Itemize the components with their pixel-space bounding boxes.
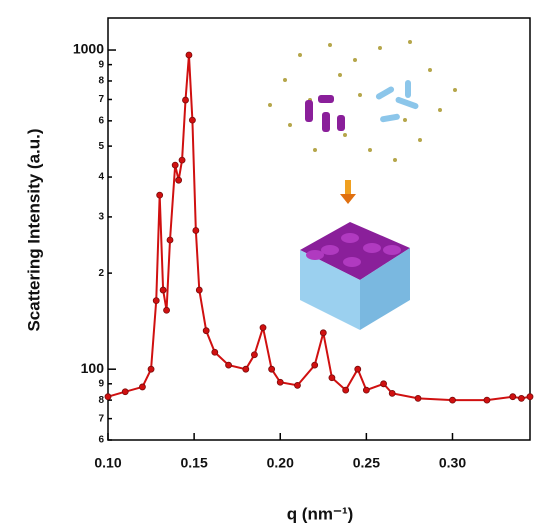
plot-frame [107, 17, 531, 441]
x-tick-label: 0.25 [353, 455, 380, 471]
data-point [449, 396, 456, 404]
data-point [159, 286, 167, 294]
data-point [276, 378, 284, 386]
data-point [166, 236, 174, 244]
data-point [294, 381, 301, 389]
data-point [211, 348, 219, 356]
y-minor-tick-label: 9 [98, 59, 104, 70]
y-minor-tick-label: 7 [98, 94, 104, 105]
y-minor-tick-label: 5 [98, 141, 104, 152]
data-point [483, 396, 491, 404]
data-point [225, 361, 232, 369]
y-tick-label: 1000 [73, 41, 104, 57]
x-tick-label: 0.10 [94, 455, 121, 471]
y-minor-tick-label: 3 [98, 212, 104, 223]
y-minor-tick-label: 6 [98, 115, 104, 126]
y-minor-tick-label: 2 [98, 268, 104, 279]
data-point [342, 386, 350, 394]
data-point [268, 365, 276, 373]
data-point [242, 365, 250, 373]
data-point [319, 329, 327, 337]
data-point [121, 388, 129, 396]
x-tick-label: 0.15 [180, 455, 207, 471]
x-axis-label: q (nm⁻¹) [287, 504, 354, 523]
y-minor-tick-label: 9 [98, 378, 104, 389]
data-point [192, 227, 200, 234]
y-minor-tick-label: 8 [98, 395, 104, 406]
data-point [328, 374, 336, 382]
data-point [152, 297, 160, 305]
y-minor-tick-label: 7 [98, 413, 104, 424]
data-point [188, 116, 196, 124]
data-point [251, 351, 258, 359]
data-point [139, 383, 146, 391]
y-minor-tick-label: 4 [98, 172, 104, 183]
data-point [202, 327, 210, 335]
x-tick-label: 0.20 [267, 455, 294, 471]
data-point [156, 191, 164, 199]
data-point [259, 324, 267, 331]
inset-illustration [268, 40, 457, 330]
data-point [517, 395, 525, 402]
y-minor-tick-label: 8 [98, 76, 104, 87]
data-point [178, 156, 186, 164]
data-point [195, 286, 203, 294]
y-tick-label: 100 [81, 360, 105, 376]
data-point [362, 386, 370, 394]
data-point [380, 380, 387, 388]
data-point [171, 161, 179, 169]
data-point [354, 365, 362, 373]
data-point [104, 393, 112, 401]
data-point [163, 306, 170, 314]
data-point [175, 176, 183, 184]
data-point [388, 389, 396, 397]
data-point [526, 393, 534, 401]
y-axis-label: Scattering Intensity (a.u.) [24, 128, 43, 331]
x-tick-label: 0.30 [439, 455, 466, 471]
data-point [509, 393, 517, 401]
data-point [147, 365, 155, 373]
data-point [182, 96, 189, 104]
data-point [414, 395, 422, 402]
data-point [185, 51, 193, 59]
data-line [107, 54, 531, 402]
data-point [311, 361, 319, 369]
y-minor-tick-label: 6 [98, 435, 104, 446]
